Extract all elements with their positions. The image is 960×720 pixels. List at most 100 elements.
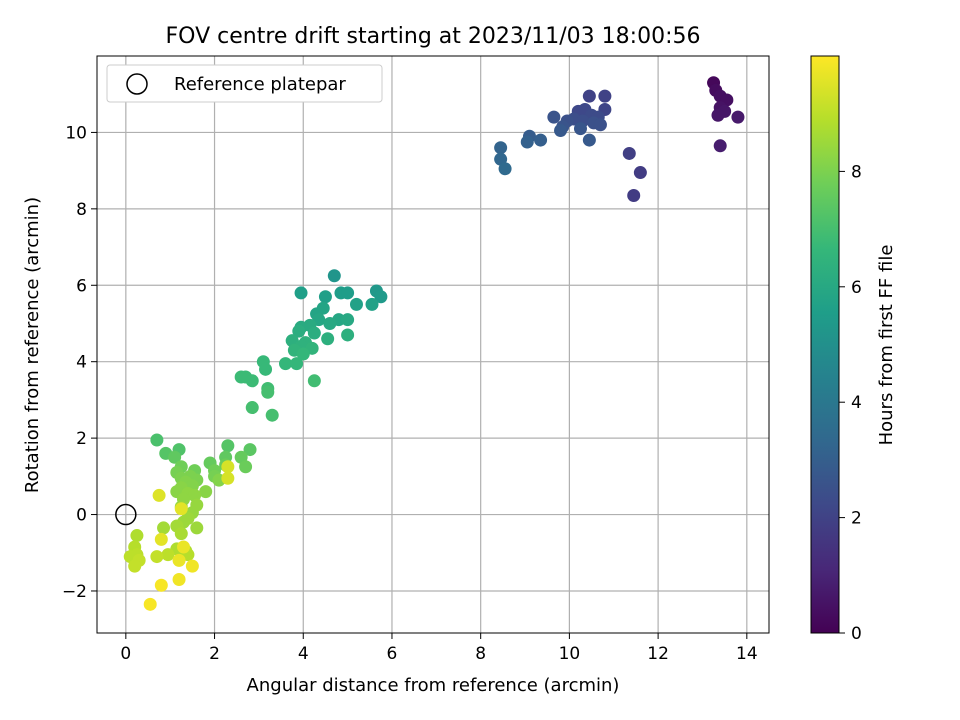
scatter-point: [259, 362, 273, 376]
scatter-point: [711, 108, 725, 122]
legend-box: [106, 64, 383, 103]
scatter-point: [633, 166, 647, 180]
x-tick-label: 0: [120, 644, 131, 664]
scatter-point: [307, 326, 321, 340]
scatter-point: [582, 133, 596, 147]
scatter-point: [152, 488, 166, 502]
scatter-point: [341, 328, 355, 342]
scatter-point: [292, 324, 306, 338]
scatter-point: [341, 286, 355, 300]
scatter-point: [731, 110, 745, 124]
plot-area: [96, 55, 770, 634]
scatter-point: [279, 357, 293, 371]
scatter-point: [243, 443, 257, 457]
scatter-point: [261, 385, 275, 399]
scatter-point: [598, 89, 612, 103]
scatter-point: [520, 135, 534, 149]
scatter-point: [498, 162, 512, 176]
scatter-point: [321, 332, 335, 346]
scatter-point: [168, 450, 182, 464]
plot-frame: [96, 55, 770, 634]
scatter-points: [123, 76, 745, 611]
colorbar-tick-label: 8: [851, 162, 862, 182]
scatter-point: [128, 559, 142, 573]
scatter-point: [157, 521, 171, 535]
scatter-point: [534, 133, 548, 147]
x-tick-label: 12: [647, 644, 669, 664]
scatter-point: [307, 374, 321, 388]
scatter-point: [143, 597, 157, 611]
y-axis-label: Rotation from reference (arcmin): [22, 197, 43, 493]
scatter-point: [290, 357, 304, 371]
scatter-point: [185, 559, 199, 573]
colorbar-tick-label: 0: [851, 624, 862, 644]
y-tick-label: 10: [65, 123, 87, 143]
legend: Reference platepar: [106, 64, 383, 103]
scatter-point: [547, 110, 561, 124]
x-tick-label: 4: [298, 644, 309, 664]
scatter-point: [190, 521, 204, 535]
colorbar-ticks: 0 2 4 6 8: [839, 162, 862, 644]
scatter-point: [245, 401, 259, 415]
scatter-point: [554, 124, 568, 138]
scatter-point: [627, 188, 641, 202]
colorbar-gradient: [810, 55, 840, 634]
x-axis: 0 2 4 6 8 10 12 14: [120, 633, 758, 664]
y-tick-label: −2: [62, 582, 87, 602]
scatter-point: [176, 540, 190, 554]
scatter-point: [318, 290, 332, 304]
y-tick-label: 4: [76, 353, 87, 373]
scatter-point: [593, 118, 607, 132]
scatter-point: [374, 290, 388, 304]
scatter-point: [265, 408, 279, 422]
scatter-point: [174, 502, 188, 516]
x-tick-label: 14: [736, 644, 758, 664]
y-tick-label: 0: [76, 506, 87, 526]
scatter-point: [150, 550, 164, 564]
colorbar: 0 2 4 6 8 Hours from first FF file: [810, 55, 897, 644]
scatter-point: [622, 146, 636, 160]
scatter-point: [239, 460, 253, 474]
scatter-point: [172, 553, 186, 567]
scatter-point: [294, 286, 308, 300]
scatter-point: [296, 347, 310, 361]
colorbar-tick-label: 4: [851, 393, 862, 413]
chart-title: FOV centre drift starting at 2023/11/03 …: [166, 24, 701, 49]
scatter-point: [494, 141, 508, 155]
scatter-point: [573, 122, 587, 136]
scatter-point: [323, 316, 337, 330]
colorbar-tick-label: 2: [851, 509, 862, 529]
scatter-point: [327, 269, 341, 283]
scatter-point: [199, 485, 213, 499]
y-axis: −2 0 2 4 6 8 10: [62, 123, 97, 602]
scatter-point: [174, 527, 188, 541]
y-tick-label: 8: [76, 200, 87, 220]
scatter-point: [221, 471, 235, 485]
y-tick-label: 6: [76, 276, 87, 296]
scatter-point: [154, 532, 168, 546]
scatter-point: [150, 433, 164, 447]
colorbar-label: Hours from first FF file: [876, 245, 897, 446]
scatter-point: [154, 578, 168, 592]
scatter-point: [161, 548, 175, 562]
scatter-point: [221, 460, 235, 474]
scatter-point: [582, 89, 596, 103]
plot-background: [97, 56, 769, 633]
scatter-point: [341, 313, 355, 327]
x-tick-label: 8: [475, 644, 486, 664]
x-axis-label: Angular distance from reference (arcmin): [247, 675, 620, 696]
grid: [97, 56, 769, 633]
scatter-point: [172, 573, 186, 587]
scatter-point: [713, 139, 727, 153]
x-tick-label: 6: [387, 644, 398, 664]
scatter-point: [349, 297, 363, 311]
scatter-point: [130, 529, 144, 543]
colorbar-tick-label: 6: [851, 278, 862, 298]
scatter-point: [365, 297, 379, 311]
y-tick-label: 2: [76, 429, 87, 449]
reference-point: [115, 503, 137, 526]
x-tick-label: 2: [209, 644, 220, 664]
legend-label-reference: Reference platepar: [174, 74, 346, 95]
scatter-point: [245, 374, 259, 388]
